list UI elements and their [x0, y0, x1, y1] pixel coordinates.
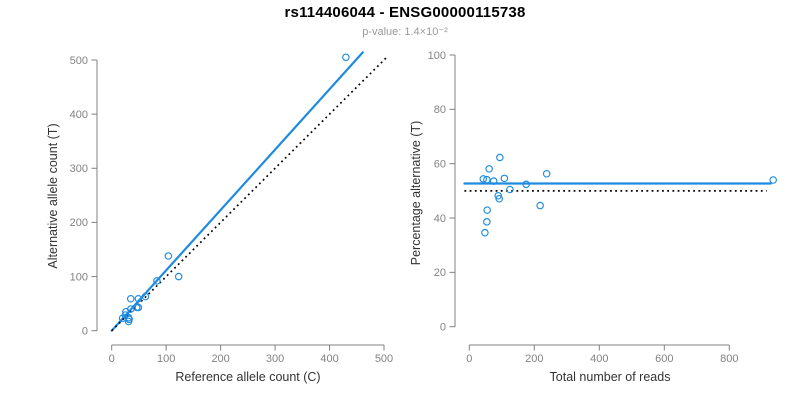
y-tick-label: 500 [70, 55, 88, 67]
x-tick-label: 100 [157, 353, 175, 365]
x-tick-label: 200 [211, 353, 229, 365]
data-point [126, 294, 135, 303]
y-tick-label: 0 [82, 326, 88, 338]
data-point [522, 180, 530, 189]
y-tick-label: 0 [440, 322, 446, 334]
x-tick-label: 400 [590, 353, 608, 365]
data-point [483, 218, 491, 226]
data-point [141, 292, 150, 301]
x-tick-label: 800 [720, 353, 738, 365]
data-point [536, 201, 544, 210]
y-tick-label: 40 [434, 213, 446, 225]
data-point [481, 228, 489, 237]
x-tick-label: 0 [466, 353, 472, 365]
right-x-axis-title: Total number of reads [550, 370, 671, 384]
x-tick-label: 0 [109, 353, 115, 365]
data-point [124, 317, 133, 326]
data-point [769, 176, 777, 184]
data-point [496, 153, 504, 162]
left-scatter-plot: 0 100 200 300 400 500 0 100 200 300 400 500 [70, 51, 393, 365]
x-tick-label: 500 [375, 353, 393, 365]
fitted-ratio-line [110, 51, 364, 332]
data-point [164, 252, 173, 260]
data-point [542, 169, 551, 178]
left-x-axis-title: Reference allele count (C) [175, 370, 320, 384]
x-tick-label: 200 [525, 353, 543, 365]
data-point [483, 206, 491, 214]
data-point [495, 194, 503, 203]
data-point [134, 294, 143, 303]
data-point [134, 303, 143, 312]
y-tick-label: 60 [434, 158, 446, 170]
y-tick-label: 100 [428, 50, 446, 62]
y-tick-label: 100 [70, 271, 88, 283]
y-tick-label: 300 [70, 163, 88, 175]
data-point [342, 53, 350, 62]
data-point [485, 165, 493, 173]
figure-subtitle: p-value: 1.4×10⁻² [362, 26, 448, 38]
identity-line [111, 57, 387, 332]
x-tick-label: 300 [266, 353, 284, 365]
data-point [506, 185, 514, 194]
right-scatter-plot: 0 200 400 600 800 0 20 40 60 80 100 [428, 50, 777, 365]
x-tick-label: 600 [655, 353, 673, 365]
y-tick-label: 20 [434, 267, 446, 279]
y-tick-label: 80 [434, 104, 446, 116]
y-tick-label: 200 [70, 217, 88, 229]
data-point [500, 174, 509, 183]
data-point [153, 277, 161, 285]
data-point [174, 272, 183, 281]
data-point [483, 175, 491, 184]
right-y-axis-title: Percentage alternative (T) [409, 121, 423, 266]
left-y-axis-title: Alternative allele count (T) [46, 123, 60, 268]
x-tick-label: 400 [320, 353, 338, 365]
data-point [489, 177, 498, 185]
y-tick-label: 400 [70, 109, 88, 121]
figure-title: rs114406044 - ENSG00000115738 [284, 4, 526, 21]
data-point [479, 175, 488, 183]
